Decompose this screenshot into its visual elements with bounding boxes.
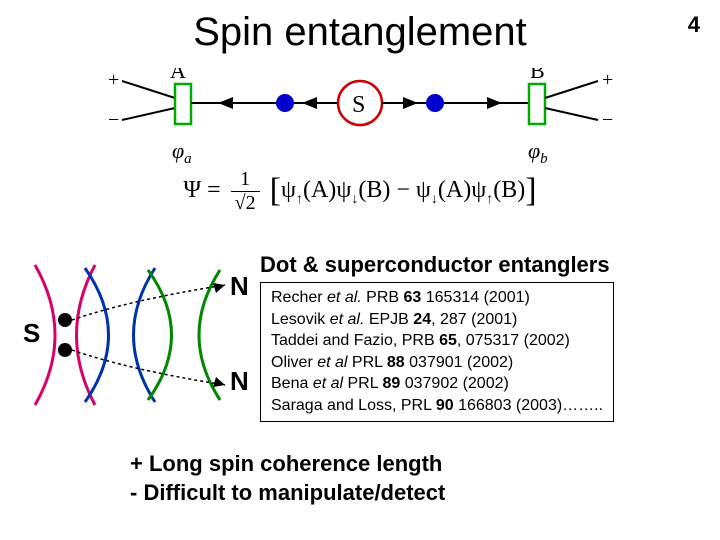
detector-a: [175, 84, 191, 124]
label-a-minus: −: [108, 109, 119, 131]
label-phi-a: φa: [172, 138, 192, 163]
bullet-plus: + Long spin coherence length: [130, 450, 445, 479]
label-n-top: N: [230, 271, 249, 301]
label-a: A: [170, 68, 186, 83]
singlet-equation: Ψ = 1√2 [ψ↑(A)ψ↓(B) − ψ↓(A)ψ↑(B)]: [0, 168, 720, 215]
electron-right: [426, 94, 444, 112]
page-title: Spin entanglement: [0, 10, 720, 55]
ref-line: Saraga and Loss, PRL 90 166803 (2003)…….…: [271, 395, 603, 417]
label-b-plus: +: [602, 69, 613, 91]
label-s: S: [352, 92, 365, 118]
ref-line: Recher et al. PRB 63 165314 (2001): [271, 287, 603, 309]
ref-line: Taddei and Fazio, PRB 65, 075317 (2002): [271, 330, 603, 352]
ref-line: Oliver et al PRL 88 037901 (2002): [271, 352, 603, 374]
electron-left: [276, 94, 294, 112]
label-n-bot: N: [230, 366, 249, 396]
bullet-minus: - Difficult to manipulate/detect: [130, 479, 445, 508]
bullet-list: + Long spin coherence length - Difficult…: [130, 450, 445, 507]
ref-line: Lesovik et al. EPJB 24, 287 (2001): [271, 309, 603, 331]
label-s2: S: [23, 318, 40, 348]
entangler-diagram: + − A φa S B φb + −: [100, 68, 620, 163]
detector-b: [529, 84, 545, 124]
label-phi-b: φb: [528, 138, 548, 163]
label-b: B: [530, 68, 545, 83]
section-title: Dot & superconductor entanglers: [260, 252, 610, 278]
references-box: Recher et al. PRB 63 165314 (2001) Lesov…: [260, 282, 614, 422]
label-a-plus: +: [108, 69, 119, 91]
label-b-minus: −: [602, 109, 613, 131]
andreev-sketch: S N N: [20, 250, 250, 420]
ref-line: Bena et al PRL 89 037902 (2002): [271, 373, 603, 395]
